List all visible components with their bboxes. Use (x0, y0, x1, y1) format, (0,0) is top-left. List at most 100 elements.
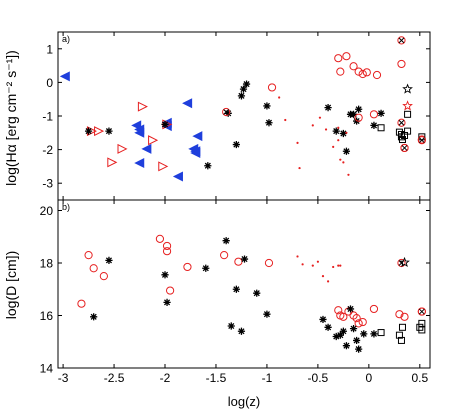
panel-a-point-dot (337, 126, 340, 129)
panel-b-point-asterisk (227, 322, 235, 330)
panel-a-point-circle-open (267, 83, 277, 92)
panel-b-point-square-open (418, 326, 426, 334)
panel-a: a) log(Hα [erg cm⁻² s⁻¹]) -3 -2 -1 0 1 (3, 31, 431, 201)
panel-b-point-square-open (395, 331, 403, 339)
panel-b-point-asterisk (232, 285, 240, 293)
panel-a-point-circle-open (372, 70, 382, 80)
panel-b-xtick-label: -1 (262, 371, 273, 385)
panel-a-point-asterisk (355, 105, 363, 113)
panel-a-point-asterisk (242, 80, 251, 88)
panel-b-point-dot (332, 265, 335, 269)
panel-b-point-asterisk (346, 305, 355, 313)
panel-b-point-asterisk (90, 313, 98, 321)
panel-a-point-dot (311, 124, 314, 127)
panel-b-ylabel: log(D [cm]) (3, 251, 19, 319)
panel-a-point-triangle-right-open (148, 135, 159, 146)
panel-b-xtick-label: -1.5 (206, 371, 227, 385)
panel-b-point-circle-open (166, 286, 175, 295)
panel-b-point-circle-open (354, 319, 363, 328)
panel-b-ytick-label: 18 (40, 257, 54, 271)
panel-b-point-circle-open (77, 299, 86, 308)
panel-b-xtick-label: -2.5 (104, 371, 125, 385)
panel-b-point-circle-open (155, 234, 165, 243)
panel-a-point-triangle-left-filled (141, 143, 152, 154)
panel-a-point-circle-open (334, 54, 343, 63)
panel-a-point-circle-cross (400, 143, 409, 153)
panel-b-point-asterisk (161, 271, 169, 279)
panel-a-ytick-label: -2 (42, 143, 53, 157)
panel-b-xtick-label: 0.5 (411, 371, 428, 385)
panel-b-point-asterisk (253, 289, 261, 297)
panel-a-point-asterisk (237, 92, 246, 100)
panel-b-point-dot (311, 264, 314, 267)
panel-a-point-asterisk (332, 127, 340, 135)
panel-b: b) log(D [cm]) log(z) -3 -2.5 -2 -1.5 -1 -0.5… (3, 199, 431, 409)
panel-a-point-dot (298, 166, 301, 170)
panel-a-point-triangle-left-filled (192, 131, 203, 142)
panel-a-point-square-open (404, 110, 412, 118)
panel-a-point-triangle-right-open (94, 126, 105, 137)
panel-a-ytick-label: -3 (42, 177, 53, 191)
panel-a-point-triangle-right-open (137, 101, 148, 112)
panel-b-point-asterisk (370, 330, 378, 338)
panel-a-point-asterisk (239, 85, 248, 93)
panel-b-point-star-open (399, 256, 410, 268)
panel-a-ylabel: log(Hα [erg cm⁻² s⁻¹]) (3, 50, 19, 186)
panel-b-point-dot (337, 264, 340, 267)
panel-b-point-asterisk (324, 323, 332, 331)
panel-b-point-circle-open (162, 241, 172, 251)
panel-a-point-square-open (404, 127, 412, 135)
panel-a-ticks: -3 -2 -1 0 1 (42, 32, 430, 200)
panel-a-point-triangle-left-filled (134, 127, 145, 138)
panel-a-point-asterisk (377, 109, 385, 117)
panel-a-frame (57, 31, 431, 201)
panel-a-point-triangle-left-filled (182, 98, 193, 109)
panel-a-point-asterisk (324, 104, 332, 112)
panel-a-point-asterisk (339, 129, 347, 138)
panel-a-point-triangle-left-filled (59, 71, 70, 82)
panel-b-point-square-open (398, 323, 406, 331)
panel-a-point-dot (318, 116, 322, 119)
panel-b-point-asterisk (332, 332, 340, 341)
panel-a-point-asterisk (370, 121, 378, 130)
panel-a-point-dot (284, 118, 287, 122)
panel-a-point-circle-cross (397, 118, 406, 127)
panel-a-ytick-label: 1 (46, 42, 53, 56)
panel-a-point-circle-open (362, 68, 371, 77)
panel-b-point-asterisk (163, 298, 171, 306)
panel-b-ytick-label: 20 (40, 204, 54, 218)
panel-a-point-dot (347, 173, 350, 176)
panel-a-point-asterisk (204, 162, 212, 170)
panel-a-point-asterisk (84, 127, 93, 135)
panel-b-point-asterisk (349, 325, 358, 333)
panel-b-point-asterisk (339, 327, 347, 335)
panel-b-point-asterisk (263, 310, 271, 318)
panel-a-point-triangle-left-filled (190, 147, 201, 158)
panel-a-point-asterisk (265, 119, 273, 127)
panel-a-point-circle-open (354, 67, 363, 76)
panel-a-point-dot (337, 139, 340, 142)
panel-a-point-square-open (377, 124, 385, 132)
panel-b-point-circle-open (264, 258, 274, 268)
panel-a-point-circle-open (397, 59, 406, 69)
panel-a-point-asterisk (342, 147, 351, 155)
panel-a-point-star-open (402, 83, 413, 94)
panel-b-frame (57, 199, 431, 369)
panel-b-xtick-label: -3 (58, 371, 69, 385)
panel-b-point-circle-open (99, 272, 108, 281)
panel-b-point-circle-open (89, 264, 98, 273)
panel-b-point-circle-open (162, 247, 172, 256)
panel-a-point-asterisk (161, 120, 169, 128)
panel-b-point-dot (326, 280, 330, 283)
panel-b-point-circle-open (220, 251, 229, 260)
panel-b-point-circle-open (358, 317, 367, 327)
panel-a-ytick-label: -1 (42, 110, 53, 124)
panel-a-point-triangle-left-filled (172, 171, 183, 182)
panel-a-ytick-label: 0 (46, 76, 53, 90)
panel-a-point-circle-open (349, 62, 358, 71)
panel-a-point-dot (278, 96, 281, 99)
panel-b-point-circle-open (400, 312, 409, 321)
panel-a-point-triangle-right-open (158, 161, 169, 172)
panel-a-point-triangle-right-open (117, 143, 128, 154)
